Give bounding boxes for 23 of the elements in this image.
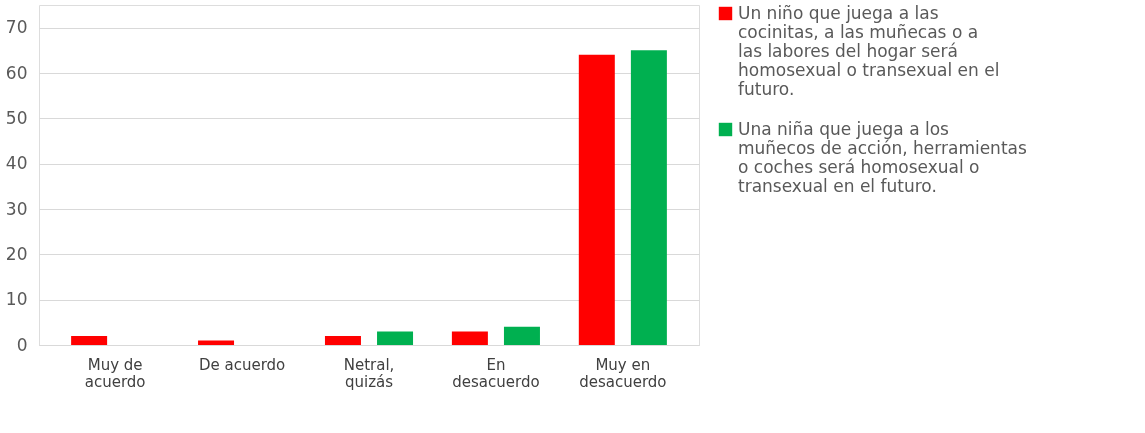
- bar: [71, 335, 108, 345]
- legend-label: Una niña que juega a los muñecos de acción, herramientas o coches será homosexual o transexual en el futuro.: [738, 118, 1027, 196]
- y-tick-label: 30: [5, 198, 28, 219]
- bar: [630, 50, 667, 345]
- bar: [324, 335, 361, 345]
- y-tick-label: 10: [5, 289, 28, 310]
- y-tick-label: 70: [5, 17, 28, 38]
- bar: [451, 331, 488, 345]
- x-tick-label: Muy de acuerdo: [84, 355, 146, 391]
- bar: [578, 54, 615, 345]
- x-tick-label: Muy en desacuerdo: [579, 355, 667, 391]
- bar: [198, 340, 235, 345]
- y-tick-label: 60: [5, 62, 28, 83]
- y-tick-label: 40: [5, 153, 28, 174]
- y-tick-label: 50: [5, 107, 28, 128]
- legend-label: Un niño que juega a las cocinitas, a las muñecas o a las labores del hogar será homosexual o transexual en el futuro.: [738, 2, 1000, 99]
- x-tick-label: En desacuerdo: [452, 355, 540, 391]
- x-tick-label: Netral, quizás: [343, 355, 395, 391]
- y-tick-label: 0: [16, 334, 28, 355]
- bar: [377, 331, 414, 345]
- x-tick-label: De acuerdo: [198, 355, 286, 374]
- bar: [503, 326, 540, 345]
- y-tick-label: 20: [5, 243, 28, 264]
